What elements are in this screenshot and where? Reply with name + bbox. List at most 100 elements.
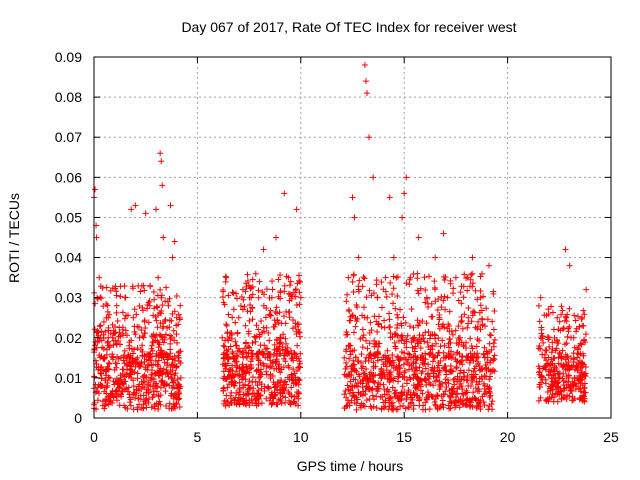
data-point xyxy=(436,349,443,356)
data-point xyxy=(98,295,105,302)
data-point xyxy=(170,383,177,390)
data-point xyxy=(565,325,572,332)
data-point xyxy=(126,391,133,398)
data-point xyxy=(440,230,447,237)
data-point xyxy=(369,373,376,380)
data-point xyxy=(290,317,297,324)
data-point xyxy=(154,324,161,331)
data-point xyxy=(224,384,231,391)
data-point xyxy=(134,375,141,382)
data-point xyxy=(293,355,300,362)
y-tick-label: 0.07 xyxy=(55,129,82,145)
data-point xyxy=(141,353,148,360)
data-point xyxy=(582,339,589,346)
data-point xyxy=(572,386,579,393)
data-point xyxy=(575,313,582,320)
data-point xyxy=(242,280,249,287)
data-point xyxy=(236,385,243,392)
data-point xyxy=(474,296,481,303)
data-point xyxy=(581,372,588,379)
data-point xyxy=(272,234,279,241)
data-point xyxy=(366,384,373,391)
data-point xyxy=(248,294,255,301)
data-point xyxy=(262,346,269,353)
data-point xyxy=(387,371,394,378)
data-point xyxy=(392,331,399,338)
data-point xyxy=(236,379,243,386)
data-point xyxy=(366,134,373,141)
data-point xyxy=(558,303,565,310)
data-point xyxy=(385,406,392,413)
data-point xyxy=(164,324,171,331)
data-point xyxy=(149,371,156,378)
data-point xyxy=(431,335,438,342)
data-point xyxy=(383,293,390,300)
data-point xyxy=(576,323,583,330)
data-point xyxy=(474,358,481,365)
data-point xyxy=(114,317,121,324)
data-point xyxy=(263,324,270,331)
data-point xyxy=(417,285,424,292)
data-point xyxy=(387,279,394,286)
data-point xyxy=(239,349,246,356)
data-point xyxy=(458,317,465,324)
data-point xyxy=(258,400,265,407)
data-point xyxy=(463,353,470,360)
data-point xyxy=(255,326,262,333)
data-point xyxy=(168,317,175,324)
data-point xyxy=(397,395,404,402)
data-point xyxy=(366,329,373,336)
data-point xyxy=(282,335,289,342)
data-point xyxy=(128,337,135,344)
data-point xyxy=(100,331,107,338)
data-point xyxy=(368,355,375,362)
data-point xyxy=(232,338,239,345)
data-point xyxy=(91,326,98,333)
data-point xyxy=(389,291,396,298)
data-point xyxy=(131,389,138,396)
data-point xyxy=(424,371,431,378)
data-point xyxy=(578,376,585,383)
data-point xyxy=(346,342,353,349)
data-point xyxy=(160,339,167,346)
data-point xyxy=(397,306,404,313)
data-point xyxy=(370,174,377,181)
data-point xyxy=(177,302,184,309)
data-point xyxy=(476,388,483,395)
data-point xyxy=(448,400,455,407)
data-point xyxy=(436,314,443,321)
data-point xyxy=(444,294,451,301)
data-point xyxy=(153,317,160,324)
data-point xyxy=(244,390,251,397)
data-point xyxy=(115,388,122,395)
data-point xyxy=(223,322,230,329)
data-point xyxy=(374,328,381,335)
data-point xyxy=(362,337,369,344)
data-point xyxy=(358,365,365,372)
data-point xyxy=(422,356,429,363)
data-point xyxy=(136,360,143,367)
data-point xyxy=(133,386,140,393)
data-point xyxy=(555,360,562,367)
data-point xyxy=(442,274,449,281)
data-point xyxy=(380,381,387,388)
data-point xyxy=(464,287,471,294)
data-point xyxy=(286,308,293,315)
data-point xyxy=(345,386,352,393)
data-point xyxy=(439,337,446,344)
data-point xyxy=(247,361,254,368)
data-point xyxy=(123,372,130,379)
data-point xyxy=(378,304,385,311)
data-point xyxy=(137,288,144,295)
data-point xyxy=(146,302,153,309)
data-point xyxy=(550,382,557,389)
data-point xyxy=(294,342,301,349)
data-point xyxy=(422,377,429,384)
data-point xyxy=(571,374,578,381)
data-point xyxy=(442,306,449,313)
data-point xyxy=(485,385,492,392)
data-point xyxy=(131,323,138,330)
data-point xyxy=(269,394,276,401)
data-point xyxy=(124,388,131,395)
data-point xyxy=(270,351,277,358)
